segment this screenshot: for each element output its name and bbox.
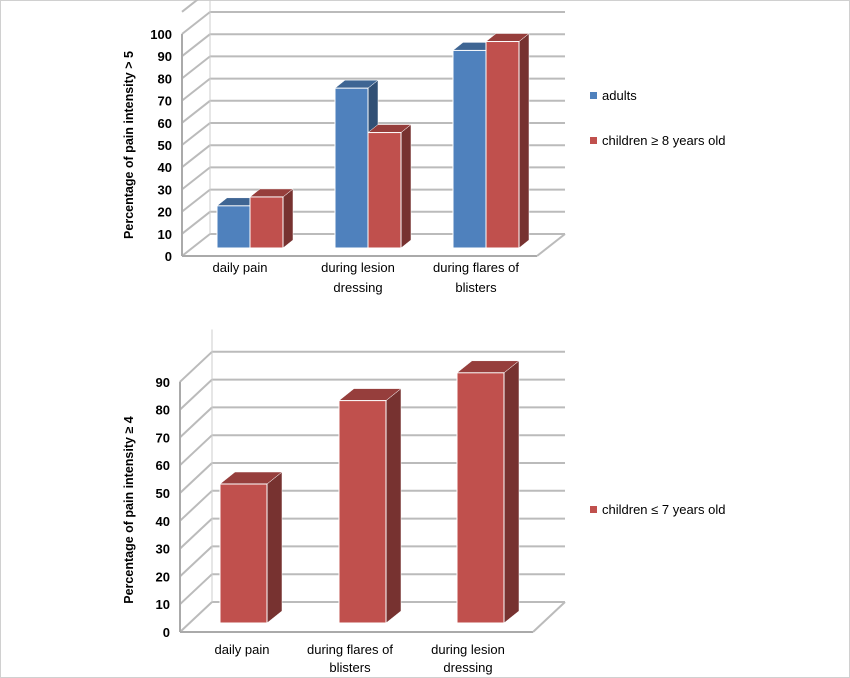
y-tick-label: 30: [158, 182, 172, 197]
y-tick-label: 100: [150, 27, 172, 42]
bar: [249, 196, 284, 249]
x-tick-label: daily pain: [213, 260, 268, 275]
x-tick-label: dressing: [333, 280, 382, 295]
y-tick-label: 0: [165, 249, 172, 264]
y-tick-label: 90: [158, 49, 172, 64]
grid-diagonal: [181, 122, 211, 146]
x-tick-label: during flares of: [433, 260, 519, 275]
bar: [485, 41, 520, 249]
y-tick-label: 20: [156, 569, 170, 584]
bar-side: [503, 360, 520, 624]
grid-diagonal: [181, 0, 199, 13]
y-tick-label: 20: [158, 205, 172, 220]
grid-diagonal: [181, 55, 211, 80]
x-tick-label: dressing: [443, 660, 492, 675]
bar: [216, 205, 251, 249]
legend-label: children ≤ 7 years old: [602, 502, 725, 517]
bar-side: [385, 388, 402, 624]
bar: [456, 372, 505, 624]
grid-diagonal: [181, 166, 211, 191]
y-tick-label: 90: [156, 375, 170, 390]
grid-diagonal: [179, 406, 213, 439]
x-tick-label: during lesion: [431, 642, 505, 657]
chart-1: 0 10 20 30 40 50 60 70 80 90 100 daily pain during l…: [122, 0, 725, 295]
legend-label: adults: [602, 88, 637, 103]
bar-side: [282, 188, 294, 249]
legend-swatch: [590, 92, 597, 99]
grid-diagonal: [179, 601, 213, 633]
y-tick-label: 10: [158, 227, 172, 242]
bar-side: [266, 471, 283, 624]
bar: [334, 87, 369, 249]
x-tick-label: daily pain: [215, 642, 270, 657]
legend-swatch: [590, 506, 597, 513]
grid-diagonal: [179, 517, 213, 550]
y-tick-label: 10: [156, 597, 170, 612]
grid-diagonal: [179, 378, 213, 411]
y-tick-label: 60: [156, 458, 170, 473]
y-tick-label: 70: [158, 94, 172, 109]
x-tick-label: during lesion: [321, 260, 395, 275]
bar: [452, 49, 487, 249]
grid-diagonal: [181, 211, 211, 235]
y-tick-label: 50: [156, 486, 170, 501]
y-tick-label: 30: [156, 542, 170, 557]
bar-side: [400, 124, 412, 249]
chart-2: 0 10 20 30 40 50 60 70 80 90 daily pain during flar…: [122, 329, 725, 675]
grid-diagonal: [181, 33, 211, 57]
legend-label: children ≥ 8 years old: [602, 133, 725, 148]
grid-diagonal: [181, 77, 211, 102]
y-tick-label: 40: [156, 514, 170, 529]
grid-diagonal: [181, 100, 211, 124]
grid-diagonal: [179, 434, 213, 466]
floor-side-edge: [536, 233, 566, 257]
y-tick-label: 80: [158, 71, 172, 86]
bar: [338, 400, 387, 624]
grid-diagonal: [179, 573, 213, 605]
y-tick-label: 80: [156, 403, 170, 418]
legend-swatch: [590, 137, 597, 144]
grid-diagonal: [179, 462, 213, 494]
x-tick-label: blisters: [455, 280, 497, 295]
y-axis-label: Percentage of pain intensity ≥ 4: [122, 416, 136, 604]
grid-diagonal: [179, 351, 213, 383]
y-tick-label: 70: [156, 430, 170, 445]
bar: [367, 132, 402, 249]
bar: [219, 483, 268, 624]
floor-side-edge: [532, 601, 566, 633]
y-tick-label: 0: [163, 625, 170, 640]
y-tick-label: 60: [158, 116, 172, 131]
grid-diagonal: [179, 490, 213, 522]
grid-diagonal: [179, 545, 213, 578]
x-tick-label: during flares of: [307, 642, 393, 657]
y-tick-label: 50: [158, 138, 172, 153]
x-tick-label: blisters: [329, 660, 371, 675]
grid-diagonal: [181, 11, 211, 35]
y-axis-label: Percentage of pain intensity > 5: [122, 51, 136, 239]
y-tick-label: 40: [158, 160, 172, 175]
grid-diagonal: [181, 144, 211, 168]
grid-diagonal: [181, 233, 211, 257]
bar-side: [518, 33, 530, 249]
grid-diagonal: [181, 188, 211, 213]
